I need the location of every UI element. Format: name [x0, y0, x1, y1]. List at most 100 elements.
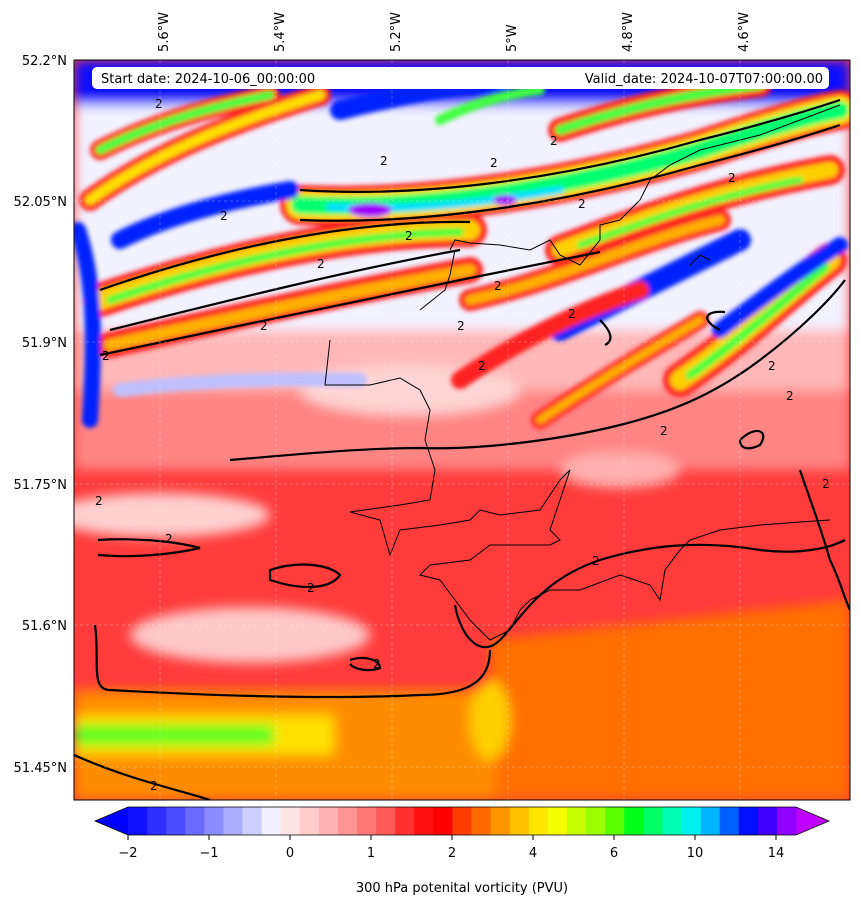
- lon-label: 5.2°W: [389, 12, 404, 52]
- lat-label: 51.45°N: [14, 761, 67, 776]
- lon-label: 4.8°W: [621, 12, 636, 52]
- colorbar-cell: [128, 807, 148, 835]
- colorbar-cell: [566, 807, 587, 835]
- colorbar-cell: [738, 807, 759, 835]
- pv-south-high-region: [490, 600, 850, 800]
- colorbar-cell: [681, 807, 702, 835]
- colorbar-cell: [242, 807, 263, 835]
- svg-text:2: 2: [578, 197, 586, 211]
- colorbar-cell: [261, 807, 282, 835]
- latitude-labels: 52.2°N 52.05°N 51.9°N 51.75°N 51.6°N 51.…: [14, 54, 67, 776]
- svg-text:2: 2: [102, 349, 110, 363]
- svg-text:2: 2: [380, 154, 388, 168]
- lat-label: 51.6°N: [22, 619, 67, 634]
- svg-text:2: 2: [592, 554, 600, 568]
- svg-text:2: 2: [405, 229, 413, 243]
- svg-text:2: 2: [317, 257, 325, 271]
- svg-text:2: 2: [568, 307, 576, 321]
- lon-label: 4.6°W: [737, 12, 752, 52]
- map-plot-area: 2 2 2 2 2 2 2 2 2 2 2 2 2 2 2 2 2 2 2 2 …: [74, 60, 850, 800]
- svg-text:2: 2: [260, 319, 268, 333]
- colorbar-over-arrow: [796, 807, 829, 835]
- lon-label: 5.4°W: [273, 12, 288, 52]
- pv-filaments: [74, 70, 850, 429]
- colorbar-tick-label: 1: [367, 846, 375, 861]
- colorbar-cell: [471, 807, 492, 835]
- colorbar-tick-label: −1: [199, 846, 218, 861]
- colorbar-cell: [776, 807, 797, 835]
- colorbar: −2 −1 0 1 2 4 6 10 14 300 hPa potenital …: [93, 806, 831, 896]
- svg-text:2: 2: [550, 134, 558, 148]
- colorbar-cell: [700, 807, 721, 835]
- pv-2-contour-labels: 2 2 2 2 2 2 2 2 2 2 2 2 2 2 2 2 2 2 2 2 …: [95, 97, 830, 793]
- lon-label: 5.6°W: [157, 12, 172, 52]
- colorbar-tick-label: 14: [768, 846, 785, 861]
- colorbar-cell: [586, 807, 606, 835]
- svg-text:2: 2: [768, 359, 776, 373]
- colorbar-cell: [337, 807, 358, 835]
- lon-label: 5°W: [505, 24, 520, 52]
- colorbar-cell: [643, 807, 663, 835]
- colorbar-tick-label: 0: [286, 846, 294, 861]
- colorbar-cell: [166, 807, 186, 835]
- date-header: Start date: 2024-10-06_00:00:00 Valid_da…: [92, 67, 829, 89]
- colorbar-cell: [299, 807, 320, 835]
- lat-label: 52.2°N: [22, 54, 67, 69]
- svg-text:2: 2: [490, 156, 498, 170]
- valid-date-text: Valid_date: 2024-10-07T07:00:00.00: [585, 72, 823, 87]
- colorbar-cell: [376, 807, 396, 835]
- lat-label: 51.9°N: [22, 336, 67, 351]
- svg-text:2: 2: [728, 171, 736, 185]
- colorbar-tick-label: 2: [448, 846, 456, 861]
- svg-text:2: 2: [155, 97, 163, 111]
- colorbar-cell: [147, 807, 167, 835]
- colorbar-cell: [719, 807, 740, 835]
- longitude-labels: 5.6°W 5.4°W 5.2°W 5°W 4.8°W 4.6°W: [157, 12, 752, 52]
- svg-text:2: 2: [150, 779, 158, 793]
- colorbar-cell: [223, 807, 244, 835]
- colorbar-cell: [605, 807, 625, 835]
- svg-text:2: 2: [478, 359, 486, 373]
- map-frame: [73, 59, 851, 801]
- colorbar-tick-labels: −2 −1 0 1 2 4 6 10 14: [118, 846, 784, 861]
- colorbar-cell: [509, 807, 530, 835]
- colorbar-tick-label: 6: [610, 846, 618, 861]
- colorbar-cell: [624, 807, 644, 835]
- colorbar-cell: [204, 807, 225, 835]
- colorbar-cells: [128, 807, 797, 835]
- colorbar-cell: [662, 807, 683, 835]
- svg-text:2: 2: [165, 532, 173, 546]
- pv-2-contours: [74, 98, 850, 800]
- svg-text:2: 2: [457, 319, 465, 333]
- colorbar-tick-label: 10: [687, 846, 704, 861]
- colorbar-cell: [185, 807, 205, 835]
- colorbar-tick-label: −2: [118, 846, 137, 861]
- colorbar-cell: [490, 807, 511, 835]
- colorbar-cell: [433, 807, 454, 835]
- lat-label: 51.75°N: [14, 478, 67, 493]
- colorbar-cell: [528, 807, 549, 835]
- colorbar-title: 300 hPa potenital vorticity (PVU): [356, 881, 568, 896]
- svg-text:2: 2: [494, 279, 502, 293]
- colorbar-under-arrow: [95, 807, 128, 835]
- svg-text:2: 2: [660, 424, 668, 438]
- svg-text:2: 2: [786, 389, 794, 403]
- colorbar-ticks: [127, 835, 777, 840]
- colorbar-cell: [452, 807, 473, 835]
- start-date-text: Start date: 2024-10-06_00:00:00: [101, 72, 315, 87]
- colorbar-cell: [757, 807, 778, 835]
- svg-text:2: 2: [95, 494, 103, 508]
- colorbar-cell: [395, 807, 415, 835]
- svg-text:2: 2: [822, 477, 830, 491]
- colorbar-cell: [414, 807, 434, 835]
- colorbar-cell: [318, 807, 339, 835]
- svg-text:2: 2: [373, 657, 381, 671]
- lat-label: 52.05°N: [14, 195, 67, 210]
- colorbar-cell: [357, 807, 377, 835]
- colorbar-tick-label: 4: [529, 846, 537, 861]
- svg-text:2: 2: [307, 581, 315, 595]
- colorbar-cell: [280, 807, 301, 835]
- colorbar-cell: [547, 807, 568, 835]
- svg-text:2: 2: [220, 209, 228, 223]
